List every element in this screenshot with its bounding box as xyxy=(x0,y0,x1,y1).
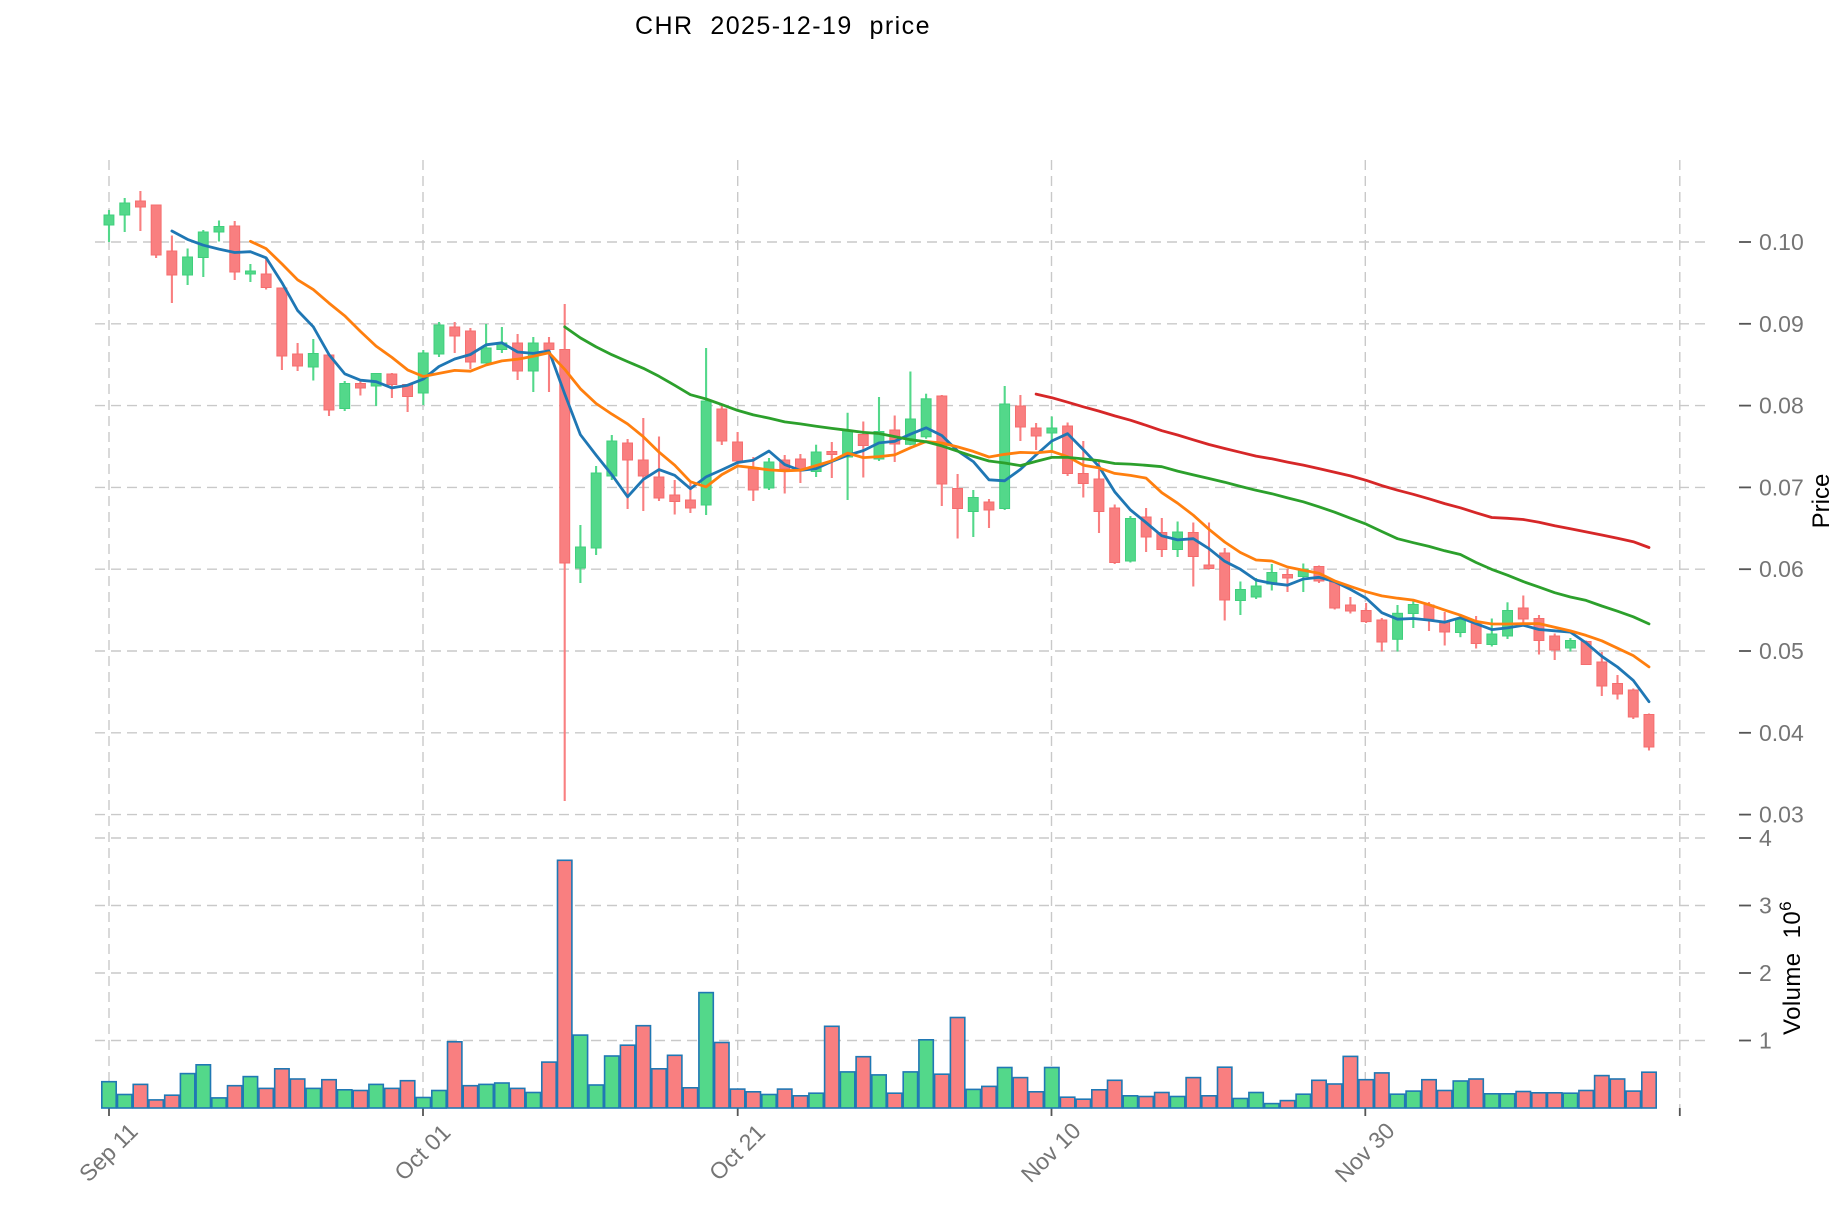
svg-text:0.07: 0.07 xyxy=(1759,474,1804,500)
svg-text:0.08: 0.08 xyxy=(1759,393,1804,419)
svg-text:0.03: 0.03 xyxy=(1759,802,1804,828)
svg-text:0.10: 0.10 xyxy=(1759,229,1804,255)
svg-text:4: 4 xyxy=(1759,825,1772,851)
svg-text:CHR 2025-12-19 price: CHR 2025-12-19 price xyxy=(635,12,931,40)
svg-text:1: 1 xyxy=(1759,1028,1772,1054)
svg-text:0.06: 0.06 xyxy=(1759,556,1804,582)
svg-text:0.05: 0.05 xyxy=(1759,638,1804,664)
svg-text:Volume 106: Volume 106 xyxy=(1776,901,1806,1035)
svg-text:0.09: 0.09 xyxy=(1759,311,1804,337)
svg-text:Price: Price xyxy=(1808,474,1835,529)
svg-text:3: 3 xyxy=(1759,893,1772,919)
svg-text:0.04: 0.04 xyxy=(1759,720,1804,746)
svg-text:2: 2 xyxy=(1759,960,1772,986)
